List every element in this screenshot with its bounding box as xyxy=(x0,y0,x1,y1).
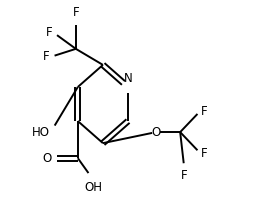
Text: O: O xyxy=(152,126,161,139)
Text: F: F xyxy=(201,147,208,160)
Text: F: F xyxy=(46,26,53,39)
Text: F: F xyxy=(201,105,208,118)
Text: F: F xyxy=(72,6,79,19)
Text: OH: OH xyxy=(84,181,102,194)
Text: N: N xyxy=(124,72,132,85)
Text: F: F xyxy=(43,50,50,63)
Text: O: O xyxy=(42,152,52,165)
Text: HO: HO xyxy=(32,126,50,139)
Text: F: F xyxy=(181,169,187,182)
